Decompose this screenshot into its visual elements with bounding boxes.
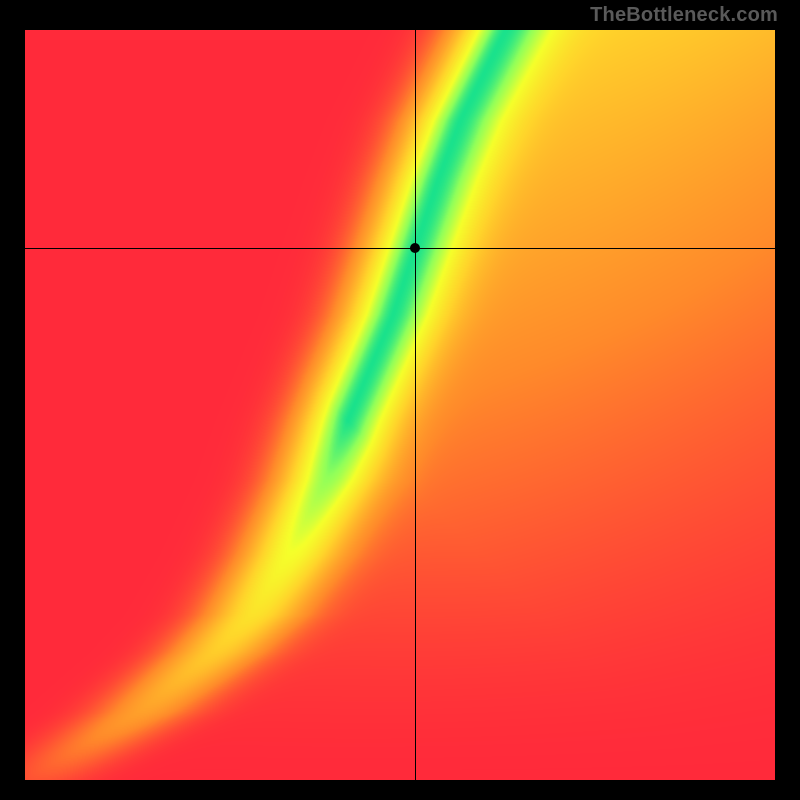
watermark: TheBottleneck.com <box>590 4 778 27</box>
crosshair-vertical <box>415 30 416 780</box>
target-dot <box>410 243 420 253</box>
crosshair-horizontal <box>25 248 775 249</box>
heatmap-plot <box>25 30 775 780</box>
heatmap-canvas <box>25 30 775 780</box>
